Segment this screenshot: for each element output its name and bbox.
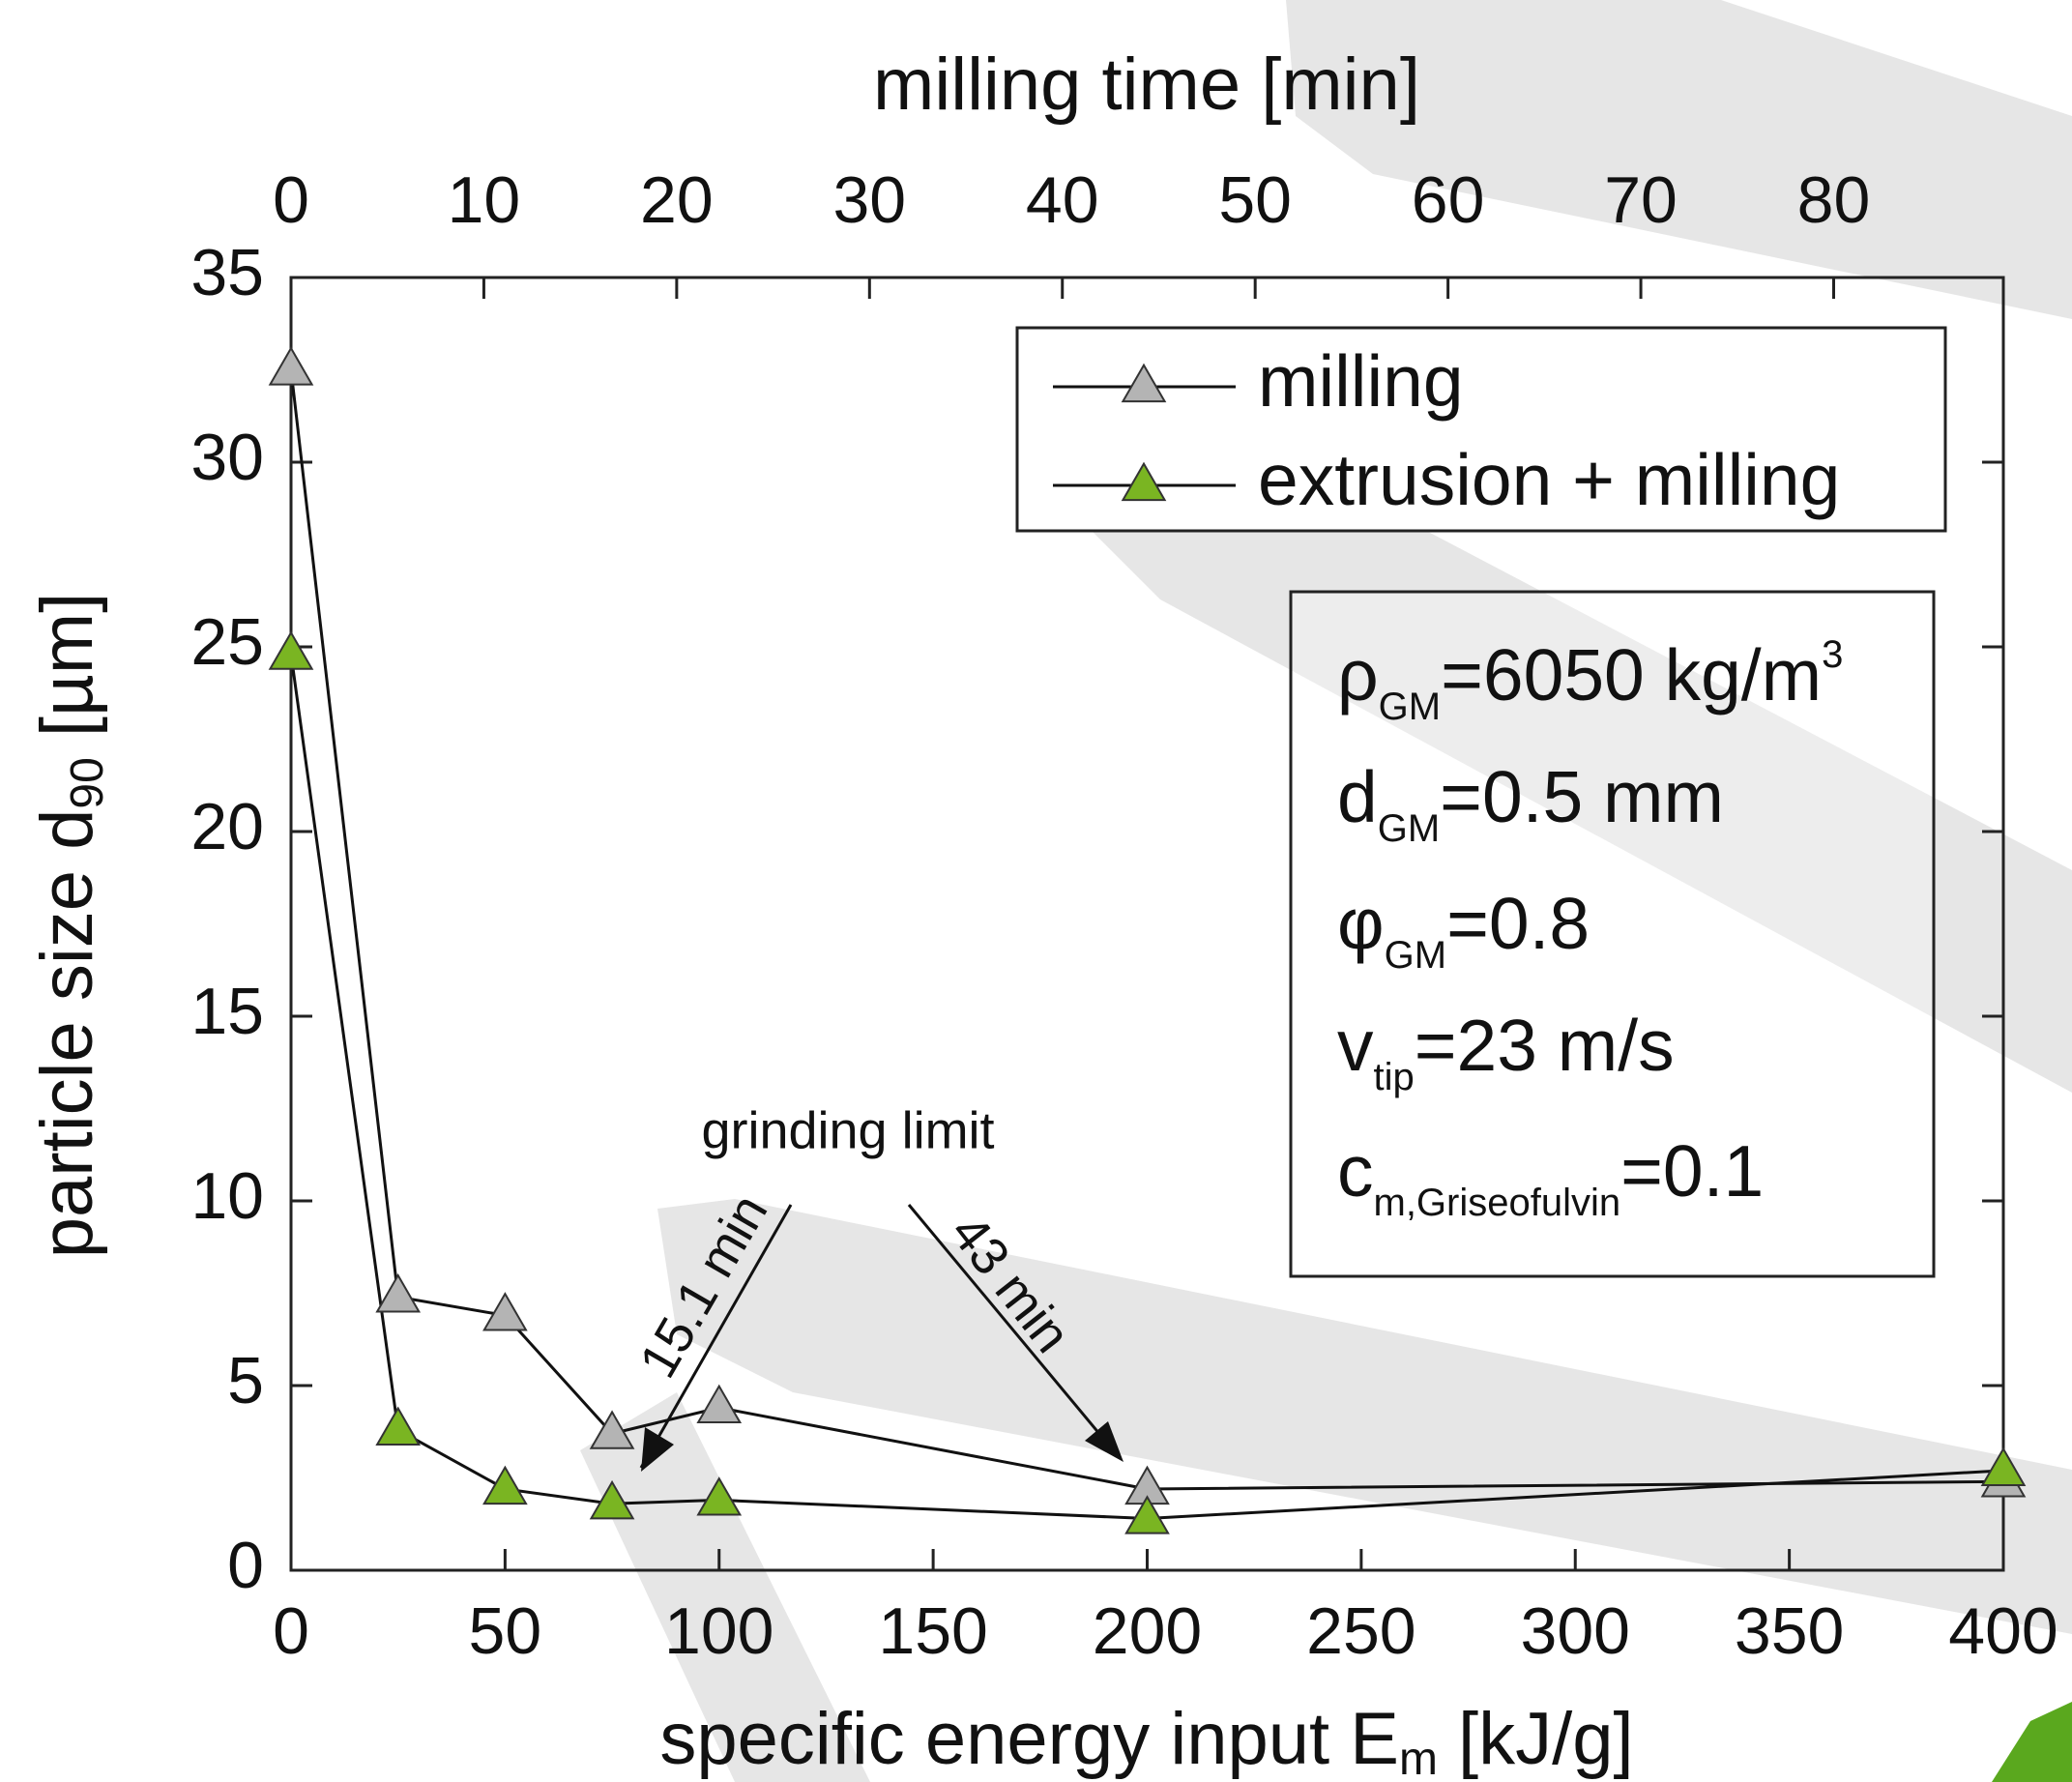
x2-tick-label: 10 <box>448 163 521 237</box>
parameter: φGM=0.8 <box>1337 883 1590 977</box>
parameter-symbol: ρ <box>1337 634 1379 716</box>
marker <box>589 1410 635 1449</box>
y-tick-label: 20 <box>190 790 264 863</box>
parameter-sup: 3 <box>1822 633 1843 676</box>
parameter-symbol: d <box>1337 756 1378 837</box>
legend-label: extrusion + milling <box>1258 439 1840 520</box>
marker <box>375 1406 422 1446</box>
parameter-box <box>1289 590 1936 1278</box>
x-tick-label: 150 <box>878 1594 987 1668</box>
marker <box>375 1272 422 1313</box>
y-tick-label: 10 <box>190 1159 264 1233</box>
parameter: dGM=0.5 mm <box>1337 756 1724 850</box>
parameter-sub: GM <box>1378 807 1440 850</box>
parameter-sub: tip <box>1374 1056 1415 1098</box>
y-tick-label: 35 <box>190 236 264 309</box>
parameter-value: =6050 kg/m <box>1441 634 1822 716</box>
x-axis-label: specific energy input Em [kJ/g] <box>659 1698 1633 1782</box>
parameter: ρGM=6050 kg/m3 <box>1337 633 1843 728</box>
x2-tick-label: 0 <box>273 163 309 237</box>
x-tick-label: 250 <box>1306 1594 1415 1668</box>
x2-tick-label: 20 <box>640 163 714 237</box>
parameter-value: =0.1 <box>1620 1130 1764 1212</box>
x-tick-label: 100 <box>664 1594 773 1668</box>
parameter-value: =23 m/s <box>1415 1005 1675 1086</box>
marker <box>482 1465 528 1505</box>
marker <box>696 1384 743 1424</box>
parameter-sub: GM <box>1385 934 1446 977</box>
parameter-value: =0.5 mm <box>1440 756 1724 837</box>
x-tick-label: 50 <box>469 1594 542 1668</box>
parameter-value: =0.8 <box>1446 883 1590 964</box>
x2-tick-label: 80 <box>1797 163 1871 237</box>
x-tick-label: 300 <box>1521 1594 1630 1668</box>
arrow <box>639 1204 793 1469</box>
parameter: cm,Griseofulvin=0.1 <box>1337 1130 1764 1224</box>
marker <box>589 1479 635 1520</box>
x2-axis-label: milling time [min] <box>873 44 1420 126</box>
parameter-symbol: c <box>1337 1130 1374 1212</box>
y-tick-label: 5 <box>227 1344 264 1417</box>
annotation: grinding limit <box>701 1101 994 1159</box>
legend-marker <box>1121 461 1167 502</box>
marker <box>696 1476 743 1516</box>
legend-label: milling <box>1258 340 1464 422</box>
arrow <box>907 1204 1122 1459</box>
x2-tick-label: 30 <box>832 163 906 237</box>
marker <box>1124 1495 1170 1534</box>
arrow-head <box>641 1427 674 1472</box>
x2-tick-label: 40 <box>1026 163 1099 237</box>
parameter-sub: GM <box>1379 686 1441 728</box>
marker <box>1980 1446 2027 1486</box>
arrow-head <box>1085 1421 1124 1462</box>
marker <box>482 1292 528 1331</box>
watermark-corner <box>1992 1702 2072 1782</box>
marker <box>268 630 314 670</box>
parameter-symbol: v <box>1337 1005 1374 1086</box>
parameter-sub: m,Griseofulvin <box>1374 1182 1621 1224</box>
legend-marker <box>1121 363 1167 403</box>
parameter-symbol: φ <box>1337 883 1385 964</box>
x-tick-label: 0 <box>273 1594 309 1668</box>
x-tick-label: 400 <box>1948 1594 2057 1668</box>
legend-box <box>1015 326 1947 533</box>
x-tick-label: 200 <box>1093 1594 1202 1668</box>
parameter: vtip=23 m/s <box>1337 1005 1675 1098</box>
x-tick-label: 350 <box>1735 1594 1844 1668</box>
x2-tick-label: 60 <box>1412 163 1485 237</box>
y-tick-label: 0 <box>227 1529 264 1602</box>
x2-tick-label: 50 <box>1218 163 1292 237</box>
y-tick-label: 15 <box>190 975 264 1048</box>
marker <box>268 346 314 386</box>
y-tick-label: 25 <box>190 605 264 679</box>
y-axis-label: particle size d90 [µm] <box>26 593 113 1259</box>
y-tick-label: 30 <box>190 421 264 494</box>
watermark <box>580 0 2072 1782</box>
x2-tick-label: 70 <box>1604 163 1678 237</box>
